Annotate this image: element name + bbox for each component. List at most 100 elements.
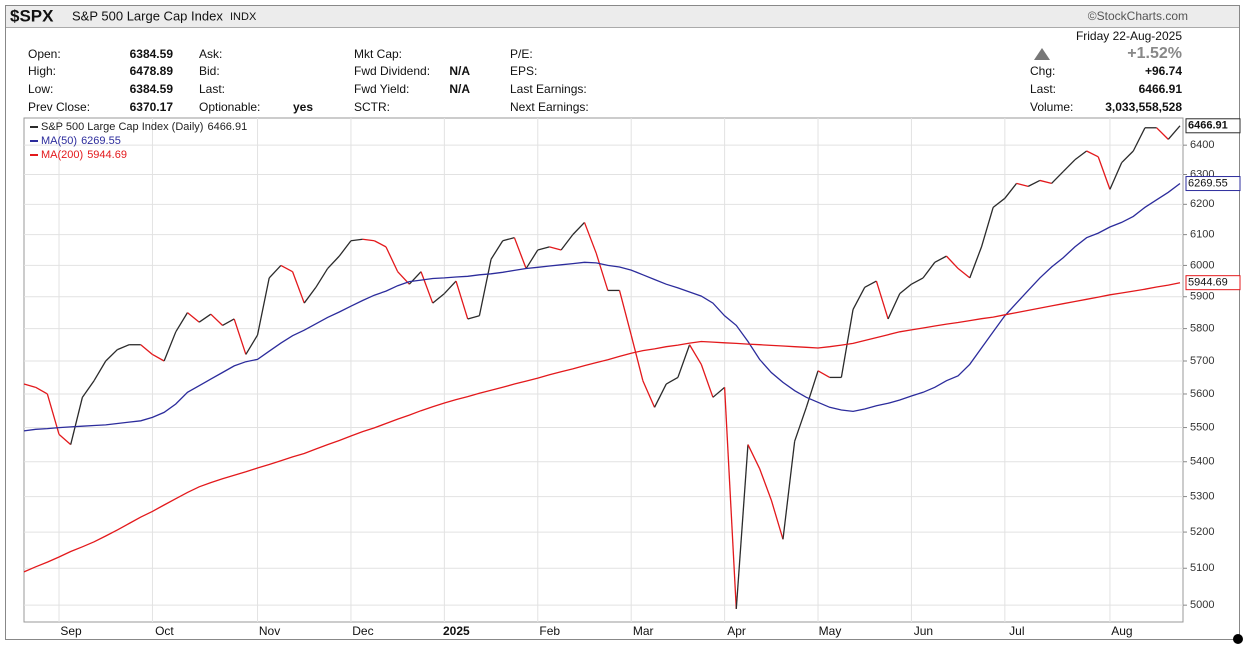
price-segment: [420, 271, 434, 304]
price-segment: [513, 237, 527, 269]
price-segment: [198, 313, 212, 323]
price-segment: [315, 268, 329, 288]
price-segment: [93, 360, 107, 382]
price-segment: [723, 387, 737, 609]
x-tick-label: Dec: [352, 624, 373, 638]
change-pct: +1.52%: [1127, 45, 1182, 62]
quote-value: +96.74: [1145, 64, 1182, 78]
price-segment: [303, 286, 317, 304]
price-segment: [899, 283, 912, 295]
price-segment: [117, 344, 130, 351]
y-tick-label: 5500: [1190, 421, 1214, 433]
price-segment: [782, 441, 796, 540]
ma-line: [23, 182, 1181, 432]
price-segment: [350, 238, 363, 242]
exchange: INDX: [230, 11, 257, 23]
x-tick-label: Jul: [1009, 624, 1024, 638]
price-segment: [1051, 171, 1064, 184]
y-tick-label: 6400: [1190, 139, 1214, 151]
quote-date: Friday 22-Aug-2025: [1076, 29, 1182, 43]
symbol: $SPX: [10, 6, 54, 25]
x-tick-label: Feb: [539, 624, 560, 638]
legend-entry: S&P 500 Large Cap Index (Daily) 6466.91: [41, 121, 247, 133]
price-segment: [1132, 127, 1146, 152]
quote-label: EPS:: [510, 64, 537, 78]
y-tick-label: 5800: [1190, 323, 1214, 335]
quote-label: Volume:: [1030, 100, 1073, 114]
quote-label: SCTR:: [354, 100, 390, 114]
price-segment: [677, 344, 691, 378]
legend-entry: MA(200) 5944.69: [41, 149, 127, 161]
quote-value: 6384.59: [130, 47, 174, 61]
price-segment: [759, 468, 772, 501]
quote-label: Fwd Yield:: [354, 82, 409, 96]
quote-value: N/A: [449, 82, 470, 96]
price-segment: [630, 334, 644, 381]
price-segment: [105, 349, 118, 362]
price-segment: [1062, 159, 1076, 173]
quote-label: Last Earnings:: [510, 82, 587, 96]
last-value-label: 6466.91: [1188, 120, 1228, 132]
quote-label: Optionable:: [199, 100, 260, 114]
price-segment: [537, 246, 550, 251]
price-segment: [490, 240, 504, 260]
price-segment: [922, 261, 936, 279]
quote-value: 6370.17: [130, 100, 174, 114]
legend-name: MA(50): [41, 135, 77, 147]
price-segment: [70, 397, 84, 445]
price-segment: [852, 286, 866, 310]
price-segment: [362, 238, 375, 242]
price-segment: [911, 277, 924, 285]
price-segment: [992, 197, 1006, 208]
price-segment: [280, 264, 293, 273]
price-segment: [408, 271, 422, 285]
x-tick-label: 2025: [443, 624, 470, 638]
price-segment: [747, 444, 761, 469]
price-segment: [665, 376, 679, 385]
y-tick-label: 6000: [1190, 259, 1214, 271]
price-segment: [374, 240, 387, 248]
price-segment: [864, 280, 877, 288]
up-arrow: [1034, 48, 1050, 60]
price-segment: [560, 234, 574, 251]
quote-value: N/A: [449, 64, 470, 78]
price-segment: [957, 268, 971, 279]
price-segment: [327, 255, 340, 269]
last-value-tag: [1185, 176, 1241, 192]
price-segment: [58, 433, 72, 446]
x-tick-label: Nov: [259, 624, 280, 638]
legend-value: 6269.55: [81, 135, 121, 147]
y-tick-label: 5400: [1190, 456, 1214, 468]
quote-label: High:: [28, 64, 56, 78]
price-segment: [385, 246, 399, 272]
price-segment: [187, 312, 200, 323]
legend-name: MA(200): [41, 149, 83, 161]
price-segment: [887, 293, 901, 320]
price-segment: [233, 318, 247, 355]
price-segment: [642, 380, 656, 408]
price-segment: [1156, 127, 1169, 140]
price-segment: [478, 259, 492, 316]
last-value-tag: [1185, 275, 1241, 291]
price-segment: [1004, 183, 1018, 199]
ma-line: [23, 282, 1181, 573]
price-segment: [291, 271, 305, 304]
quote-label: Mkt Cap:: [354, 47, 402, 61]
quote-label: Last:: [1030, 82, 1056, 96]
price-segment: [256, 277, 270, 336]
y-tick-label: 6200: [1190, 198, 1214, 210]
price-segment: [583, 222, 597, 254]
price-segment: [1074, 150, 1087, 161]
price-segment: [245, 334, 259, 355]
price-segment: [1097, 156, 1111, 190]
price-segment: [549, 246, 562, 251]
legend-value: 5944.69: [87, 149, 127, 161]
last-value-tag: [1185, 118, 1241, 134]
price-segment: [689, 344, 702, 365]
quote-value: 3,033,558,528: [1105, 100, 1182, 114]
price-segment: [1109, 162, 1123, 190]
quote-label: Next Earnings:: [510, 100, 589, 114]
price-segment: [81, 380, 95, 398]
legend-value: 6466.91: [207, 121, 247, 133]
corner-dot: [1233, 634, 1243, 644]
